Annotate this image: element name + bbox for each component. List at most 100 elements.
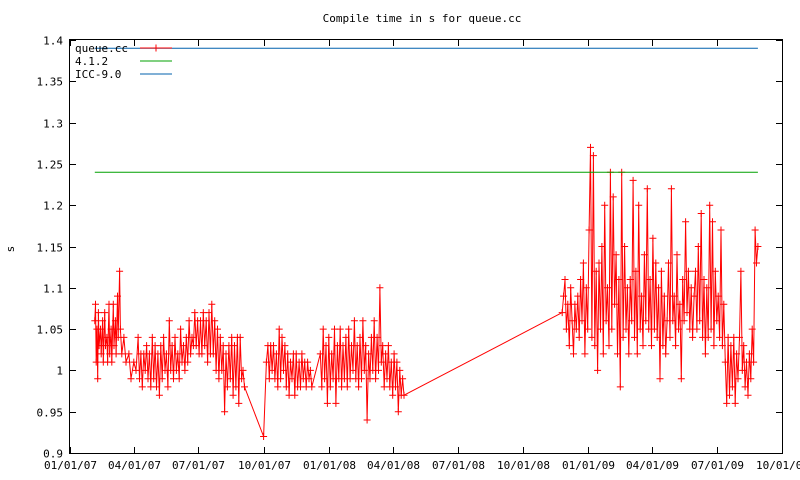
data-point bbox=[375, 366, 382, 374]
data-point bbox=[153, 383, 160, 391]
data-point bbox=[143, 342, 151, 350]
data-point bbox=[622, 325, 630, 333]
data-point bbox=[657, 267, 665, 275]
data-point bbox=[628, 317, 636, 325]
data-point bbox=[111, 317, 119, 325]
data-point bbox=[214, 325, 221, 333]
data-point bbox=[155, 391, 163, 399]
data-point bbox=[215, 375, 223, 383]
data-point bbox=[701, 350, 709, 358]
data-point bbox=[643, 185, 651, 193]
data-point bbox=[588, 333, 596, 341]
data-point bbox=[393, 358, 401, 366]
data-point bbox=[336, 325, 344, 333]
data-point bbox=[339, 342, 347, 350]
data-point bbox=[686, 325, 694, 333]
data-point bbox=[222, 350, 230, 358]
data-point bbox=[570, 350, 577, 358]
x-tick-label: 04/01/09 bbox=[626, 459, 679, 472]
data-point bbox=[652, 259, 660, 267]
data-point bbox=[614, 350, 621, 358]
data-point bbox=[650, 325, 658, 333]
data-point bbox=[700, 276, 708, 283]
data-point bbox=[360, 366, 368, 374]
data-point bbox=[714, 292, 722, 300]
data-point bbox=[601, 201, 609, 209]
data-point bbox=[92, 300, 99, 308]
x-tick-label: 04/01/08 bbox=[367, 459, 420, 472]
data-point bbox=[181, 366, 189, 374]
data-point bbox=[582, 284, 590, 292]
data-point bbox=[319, 325, 327, 333]
data-point bbox=[260, 433, 268, 440]
data-point bbox=[174, 350, 182, 358]
data-point bbox=[275, 325, 283, 333]
data-point bbox=[107, 325, 115, 333]
data-point bbox=[288, 375, 296, 383]
data-point bbox=[562, 325, 570, 333]
data-point bbox=[684, 267, 692, 275]
y-tick-label: 1 bbox=[56, 365, 63, 378]
data-point bbox=[127, 375, 135, 383]
data-point bbox=[574, 292, 582, 300]
data-point bbox=[673, 251, 681, 259]
data-point bbox=[602, 317, 610, 325]
data-point bbox=[99, 317, 107, 325]
data-point bbox=[172, 366, 180, 374]
data-point bbox=[560, 292, 568, 300]
data-point bbox=[321, 375, 329, 383]
data-point bbox=[639, 342, 647, 350]
data-point bbox=[676, 300, 684, 308]
data-point bbox=[703, 284, 711, 292]
x-tick-label: 01/01/08 bbox=[303, 459, 356, 472]
y-tick-label: 1.1 bbox=[43, 283, 63, 296]
data-point bbox=[636, 325, 644, 333]
data-point bbox=[726, 391, 733, 399]
data-point bbox=[748, 325, 756, 333]
data-point bbox=[619, 333, 627, 341]
data-point bbox=[717, 226, 725, 234]
data-point bbox=[591, 342, 599, 350]
data-point bbox=[579, 259, 587, 267]
data-point bbox=[241, 383, 248, 391]
data-point bbox=[616, 383, 624, 391]
data-point bbox=[693, 325, 701, 333]
data-point bbox=[665, 259, 672, 267]
data-point bbox=[332, 399, 340, 407]
data-point bbox=[356, 333, 364, 341]
data-point bbox=[281, 342, 289, 350]
data-point bbox=[638, 292, 646, 300]
data-point bbox=[704, 333, 712, 341]
data-point bbox=[568, 317, 576, 325]
data-point bbox=[660, 292, 668, 300]
data-point bbox=[141, 366, 149, 374]
data-point bbox=[130, 358, 138, 366]
data-point bbox=[274, 383, 282, 391]
y-tick-label: 1.35 bbox=[37, 76, 64, 89]
series-0 bbox=[91, 143, 762, 440]
x-tick-label: 01/01/07 bbox=[44, 459, 97, 472]
data-point bbox=[157, 342, 165, 350]
legend-label: ICC-9.0 bbox=[75, 68, 121, 81]
data-point bbox=[362, 342, 370, 350]
data-point bbox=[201, 342, 209, 350]
data-point bbox=[164, 383, 172, 391]
data-point bbox=[216, 333, 224, 341]
data-point bbox=[744, 391, 752, 399]
data-point bbox=[738, 366, 746, 374]
data-point bbox=[599, 350, 607, 358]
data-point bbox=[716, 333, 724, 341]
data-point bbox=[365, 350, 373, 358]
data-point bbox=[323, 399, 331, 407]
x-tick-label: 07/01/09 bbox=[691, 459, 744, 472]
data-point bbox=[209, 350, 217, 358]
data-point bbox=[589, 152, 597, 160]
plot-frame bbox=[69, 39, 783, 454]
legend-label: queue.cc bbox=[75, 42, 128, 55]
data-point bbox=[270, 342, 277, 350]
data-point bbox=[118, 350, 126, 358]
data-point bbox=[322, 342, 330, 350]
legend-label: 4.1.2 bbox=[75, 55, 108, 68]
